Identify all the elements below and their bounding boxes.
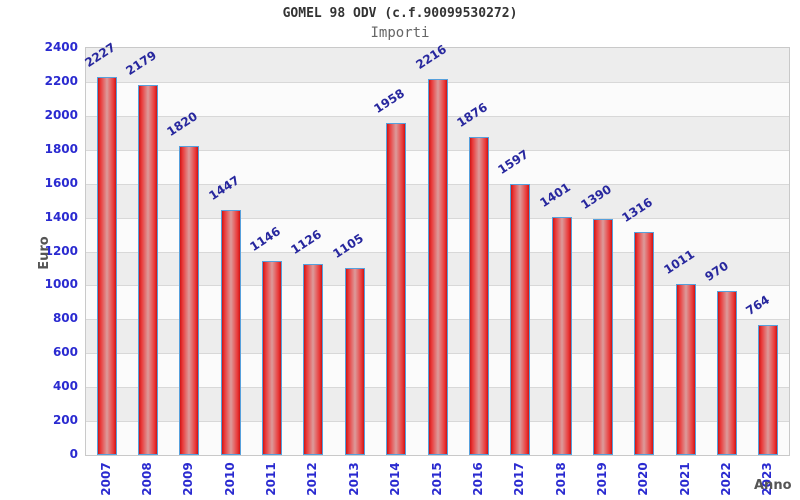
bar (468, 136, 489, 455)
bar (758, 325, 779, 455)
x-tick-label: 2013 (346, 462, 361, 496)
y-tick-label: 1400 (44, 209, 78, 224)
y-tick-label: 0 (69, 447, 78, 461)
x-tick-label: 2009 (181, 462, 196, 496)
x-tick-label: 2017 (512, 462, 527, 496)
plot-band (86, 48, 789, 82)
bar (303, 264, 324, 455)
y-tick-label: 2400 (44, 40, 78, 54)
plot-area (85, 47, 790, 456)
x-tick-label: 2011 (264, 462, 279, 496)
x-tick-label: 2020 (636, 462, 651, 496)
bar (427, 79, 448, 455)
chart-subtitle: Importi (370, 25, 430, 41)
y-tick-label: 200 (52, 413, 78, 428)
bar (179, 146, 200, 455)
y-tick-label: 2200 (44, 73, 78, 88)
x-tick-label: 2007 (98, 462, 113, 496)
x-tick-label: 2008 (140, 462, 155, 496)
bar (675, 283, 696, 455)
x-tick-label: 2010 (222, 462, 237, 496)
bar (386, 122, 407, 455)
bar (96, 77, 117, 455)
y-tick-label: 600 (52, 345, 78, 360)
bar (138, 85, 159, 455)
x-tick-label: 2012 (305, 462, 320, 496)
x-tick-label: 2015 (429, 462, 444, 496)
bar (220, 209, 241, 455)
bar (262, 260, 283, 455)
y-tick-label: 400 (52, 379, 78, 394)
bar (344, 267, 365, 455)
bar (551, 217, 572, 455)
y-tick-label: 1200 (44, 243, 78, 258)
bar (592, 219, 613, 455)
x-tick-label: 2021 (677, 462, 692, 496)
x-tick-label: 2019 (594, 462, 609, 496)
y-tick-label: 1000 (44, 277, 78, 292)
bar (510, 184, 531, 455)
y-tick-label: 2000 (44, 107, 78, 122)
chart-title: GOMEL 98 ODV (c.f.90099530272) (282, 6, 518, 21)
x-axis-title: Anno (754, 478, 792, 493)
y-tick-label: 800 (52, 311, 78, 326)
y-tick-label: 1800 (44, 141, 78, 156)
x-tick-label: 2022 (718, 462, 733, 496)
bar (716, 290, 737, 455)
x-tick-label: 2018 (553, 462, 568, 496)
y-axis-title: Euro (37, 236, 52, 270)
x-tick-label: 2014 (388, 462, 403, 496)
bar (634, 231, 655, 455)
y-tick-label: 1600 (44, 175, 78, 190)
x-tick-label: 2016 (470, 462, 485, 496)
